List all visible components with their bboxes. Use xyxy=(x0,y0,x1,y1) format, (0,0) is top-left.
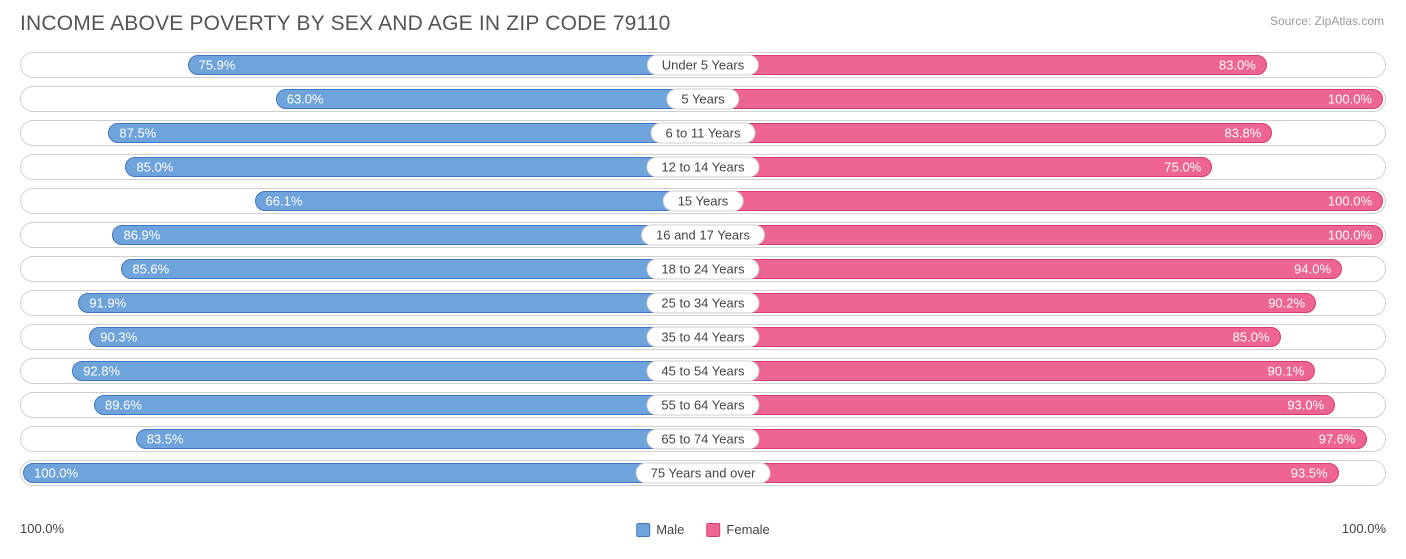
bar-female-value: 75.0% xyxy=(1164,160,1201,175)
legend-female-swatch xyxy=(706,523,720,537)
bar-female: 90.2% xyxy=(703,293,1316,313)
bar-male-value: 75.9% xyxy=(199,58,236,73)
category-label: 15 Years xyxy=(663,191,744,212)
category-label: 6 to 11 Years xyxy=(651,123,756,144)
category-label: 16 and 17 Years xyxy=(641,225,765,246)
bar-male-value: 100.0% xyxy=(34,466,78,481)
bar-female-value: 97.6% xyxy=(1319,432,1356,447)
legend-female: Female xyxy=(706,522,769,537)
chart-row: 63.0% 100.0% 5 Years xyxy=(20,86,1386,112)
bar-male-value: 91.9% xyxy=(89,296,126,311)
bar-male: 86.9% xyxy=(112,225,703,245)
bar-female: 100.0% xyxy=(703,89,1383,109)
bar-male-value: 85.0% xyxy=(136,160,173,175)
chart-row: 92.8% 90.1% 45 to 54 Years xyxy=(20,358,1386,384)
bar-female: 94.0% xyxy=(703,259,1342,279)
bar-male: 85.0% xyxy=(125,157,703,177)
bar-male-value: 87.5% xyxy=(119,126,156,141)
chart-row: 83.5% 97.6% 65 to 74 Years xyxy=(20,426,1386,452)
chart-row: 86.9% 100.0% 16 and 17 Years xyxy=(20,222,1386,248)
bar-female: 93.0% xyxy=(703,395,1335,415)
bar-male: 90.3% xyxy=(89,327,703,347)
bar-female: 90.1% xyxy=(703,361,1315,381)
bar-female-value: 94.0% xyxy=(1294,262,1331,277)
bar-female-value: 90.1% xyxy=(1268,364,1305,379)
chart-area: 75.9% 83.0% Under 5 Years 63.0% 100.0% 5 Year… xyxy=(20,52,1386,515)
bar-male-value: 83.5% xyxy=(147,432,184,447)
bar-male-value: 90.3% xyxy=(100,330,137,345)
chart-row: 90.3% 85.0% 35 to 44 Years xyxy=(20,324,1386,350)
category-label: 75 Years and over xyxy=(636,463,771,484)
legend-female-label: Female xyxy=(726,522,769,537)
chart-row: 87.5% 83.8% 6 to 11 Years xyxy=(20,120,1386,146)
bar-male-value: 63.0% xyxy=(287,92,324,107)
bar-male-value: 86.9% xyxy=(123,228,160,243)
chart-row: 100.0% 93.5% 75 Years and over xyxy=(20,460,1386,486)
bar-male: 66.1% xyxy=(255,191,703,211)
chart-row: 91.9% 90.2% 25 to 34 Years xyxy=(20,290,1386,316)
bar-female: 75.0% xyxy=(703,157,1212,177)
axis-left-label: 100.0% xyxy=(20,521,64,536)
bar-male: 92.8% xyxy=(72,361,703,381)
legend-male-label: Male xyxy=(656,522,684,537)
category-label: 65 to 74 Years xyxy=(646,429,759,450)
bar-male: 89.6% xyxy=(94,395,703,415)
category-label: 25 to 34 Years xyxy=(646,293,759,314)
chart-title: INCOME ABOVE POVERTY BY SEX AND AGE IN Z… xyxy=(20,12,671,36)
bar-male: 87.5% xyxy=(108,123,703,143)
legend: Male Female xyxy=(636,522,770,537)
chart-row: 85.6% 94.0% 18 to 24 Years xyxy=(20,256,1386,282)
chart-row: 89.6% 93.0% 55 to 64 Years xyxy=(20,392,1386,418)
bar-female: 100.0% xyxy=(703,225,1383,245)
axis-right-label: 100.0% xyxy=(1342,521,1386,536)
bar-female: 83.0% xyxy=(703,55,1267,75)
legend-male-swatch xyxy=(636,523,650,537)
bar-male: 85.6% xyxy=(121,259,703,279)
category-label: 18 to 24 Years xyxy=(646,259,759,280)
bar-female-value: 83.8% xyxy=(1224,126,1261,141)
category-label: 5 Years xyxy=(666,89,739,110)
category-label: 45 to 54 Years xyxy=(646,361,759,382)
category-label: 35 to 44 Years xyxy=(646,327,759,348)
bar-female-value: 100.0% xyxy=(1328,228,1372,243)
bar-female: 97.6% xyxy=(703,429,1367,449)
chart-row: 85.0% 75.0% 12 to 14 Years xyxy=(20,154,1386,180)
category-label: 55 to 64 Years xyxy=(646,395,759,416)
bar-male-value: 85.6% xyxy=(132,262,169,277)
bar-male: 75.9% xyxy=(188,55,703,75)
bar-female-value: 100.0% xyxy=(1328,194,1372,209)
category-label: 12 to 14 Years xyxy=(646,157,759,178)
category-label: Under 5 Years xyxy=(647,55,759,76)
bar-male-value: 92.8% xyxy=(83,364,120,379)
bar-female-value: 100.0% xyxy=(1328,92,1372,107)
bar-male: 91.9% xyxy=(78,293,703,313)
legend-male: Male xyxy=(636,522,684,537)
bar-female: 85.0% xyxy=(703,327,1281,347)
bar-female-value: 85.0% xyxy=(1233,330,1270,345)
source-attribution: Source: ZipAtlas.com xyxy=(1270,14,1384,28)
bar-male-value: 89.6% xyxy=(105,398,142,413)
bar-female: 83.8% xyxy=(703,123,1272,143)
bar-female-value: 93.5% xyxy=(1291,466,1328,481)
bar-male-value: 66.1% xyxy=(266,194,303,209)
bar-female-value: 90.2% xyxy=(1268,296,1305,311)
bar-female: 93.5% xyxy=(703,463,1339,483)
chart-row: 75.9% 83.0% Under 5 Years xyxy=(20,52,1386,78)
bar-female: 100.0% xyxy=(703,191,1383,211)
bar-male: 100.0% xyxy=(23,463,703,483)
bar-female-value: 93.0% xyxy=(1287,398,1324,413)
bar-male: 83.5% xyxy=(136,429,703,449)
bar-male: 63.0% xyxy=(276,89,703,109)
chart-row: 66.1% 100.0% 15 Years xyxy=(20,188,1386,214)
bar-female-value: 83.0% xyxy=(1219,58,1256,73)
